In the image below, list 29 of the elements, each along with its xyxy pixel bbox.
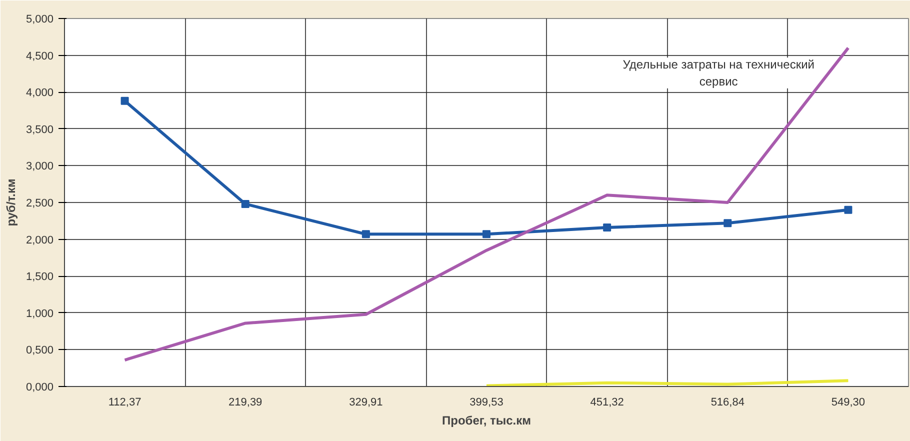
point — [241, 200, 250, 208]
line-series — [123, 46, 850, 362]
x-tick-label: 112,37 — [108, 396, 142, 408]
x-tick-label: 549,30 — [831, 396, 866, 408]
annotation: Удельные затраты на технический сервис — [622, 58, 814, 88]
x-axis-title: Пробег, тыс.км — [442, 414, 532, 428]
y-tick-label: 3,500 — [26, 124, 54, 136]
x-tick-label: 219,39 — [228, 396, 262, 408]
y-axis-title: руб/т.км — [4, 178, 18, 226]
y-tick-label: 0,500 — [26, 344, 54, 357]
y-tick-label: 2,000 — [26, 234, 54, 246]
y-tick-label: 0,000 — [26, 382, 54, 394]
y-tick-label: 3,000 — [26, 160, 54, 173]
y-tick-label: 5,000 — [26, 14, 54, 26]
x-tick-label: 451,32 — [590, 396, 624, 408]
y-tick-label: 1,500 — [26, 271, 54, 284]
point — [482, 230, 490, 238]
y-tick-label: 4,000 — [26, 87, 54, 100]
point — [844, 206, 852, 214]
point — [120, 96, 129, 105]
point — [603, 224, 612, 232]
y-tick-label: 2,500 — [26, 198, 54, 210]
x-tick-label: 329,91 — [349, 396, 383, 408]
point — [362, 230, 370, 238]
y-tick-label: 1,000 — [26, 308, 54, 320]
x-tick-label: 399,53 — [470, 396, 504, 408]
point — [724, 219, 732, 228]
x-tick-label: 516,84 — [710, 396, 744, 408]
y-tick-label: 4,500 — [26, 50, 54, 62]
